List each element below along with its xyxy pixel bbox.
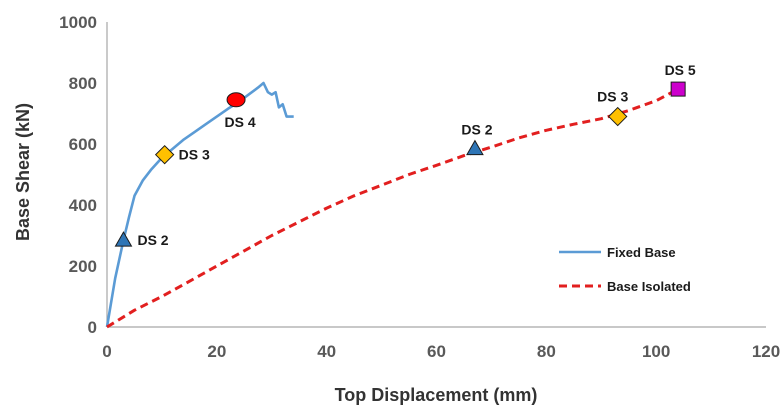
- annotation-ds-2: DS 2: [114, 231, 169, 248]
- y-tick-label: 1000: [59, 13, 97, 32]
- x-tick-label: 80: [537, 342, 556, 361]
- x-tick-label: 60: [427, 342, 446, 361]
- x-tick-label: 0: [102, 342, 111, 361]
- annotation-ds-3: DS 3: [597, 89, 629, 127]
- diamond-marker: [154, 144, 175, 165]
- annotation-label: DS 4: [224, 114, 255, 130]
- annotation-label: DS 2: [137, 232, 168, 248]
- annotation-ds-5: DS 5: [665, 62, 696, 97]
- legend-item-2: Base Isolated: [559, 279, 691, 294]
- y-tick-label: 600: [69, 135, 97, 154]
- x-tick-label: 100: [642, 342, 670, 361]
- annotation-label: DS 2: [461, 122, 492, 138]
- x-tick-label: 120: [752, 342, 780, 361]
- y-axis-title: Base Shear (kN): [13, 103, 33, 241]
- axes: [106, 22, 766, 328]
- x-tick-label: 20: [207, 342, 226, 361]
- circle-marker: [226, 92, 246, 108]
- series-line-1: [105, 81, 294, 328]
- triangle-marker: [114, 231, 133, 247]
- diamond-marker: [608, 106, 628, 127]
- annotation-ds-2: DS 2: [461, 122, 493, 156]
- legend-label: Fixed Base: [607, 245, 676, 260]
- annotation-label: DS 3: [179, 147, 210, 163]
- y-tick-label: 200: [69, 257, 97, 276]
- annotation-ds-3: DS 3: [154, 144, 210, 165]
- annotation-label: DS 3: [597, 89, 628, 105]
- y-tick-label: 800: [69, 74, 97, 93]
- legend: Fixed Base Base Isolated: [559, 245, 691, 294]
- y-tick-label: 400: [69, 196, 97, 215]
- legend-label: Base Isolated: [607, 279, 691, 294]
- square-marker: [670, 81, 686, 97]
- x-tick-labels: 0 20 40 60 80 100 120: [102, 342, 780, 361]
- annotation-markers: DS 2 DS 3 DS 4 DS 2 DS 3 DS 5: [114, 62, 696, 248]
- x-axis-title: Top Displacement (mm): [335, 385, 538, 405]
- y-tick-label: 0: [88, 318, 97, 337]
- series-line-2: [106, 87, 679, 329]
- annotation-ds-4: DS 4: [224, 92, 256, 130]
- triangle-marker: [466, 139, 484, 156]
- y-tick-labels: 0 200 400 600 800 1000: [59, 13, 97, 337]
- legend-item-1: Fixed Base: [559, 245, 676, 260]
- x-tick-label: 40: [317, 342, 336, 361]
- annotation-label: DS 5: [665, 62, 696, 78]
- series-layer: [105, 81, 679, 329]
